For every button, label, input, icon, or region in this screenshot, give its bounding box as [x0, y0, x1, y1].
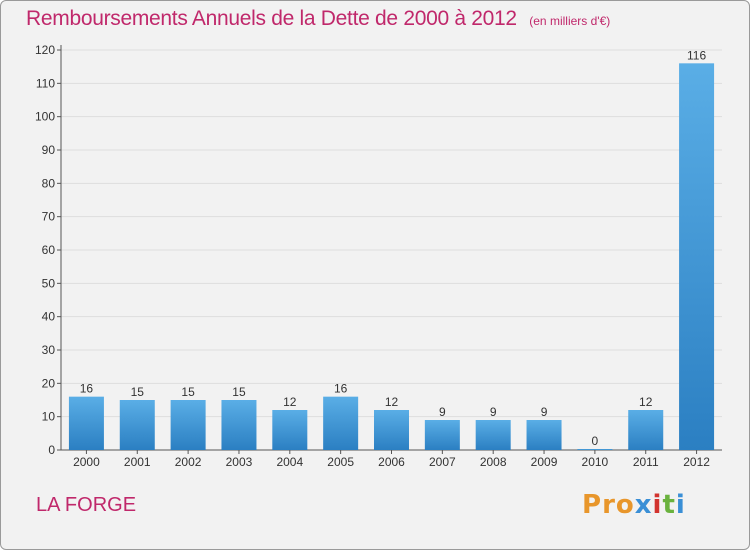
bar-2008 — [475, 420, 511, 450]
bar-2001 — [119, 400, 155, 450]
y-tick-label: 110 — [36, 76, 55, 90]
y-tick-label: 10 — [42, 410, 56, 424]
chart-title-row: Remboursements Annuels de la Dette de 20… — [26, 7, 610, 31]
y-tick-label: 80 — [42, 176, 56, 190]
value-label-2000: 16 — [80, 382, 94, 396]
bar-2000 — [68, 396, 104, 450]
value-label-2012: 116 — [687, 48, 706, 62]
y-tick-label: 30 — [42, 343, 56, 357]
value-label-2009: 9 — [541, 405, 548, 419]
value-label-2003: 15 — [232, 385, 246, 399]
x-tick-label-2000: 2000 — [73, 455, 100, 469]
x-tick-label-2010: 2010 — [582, 455, 609, 469]
value-label-2002: 15 — [181, 385, 195, 399]
chart-title: Remboursements Annuels de la Dette de 20… — [26, 7, 517, 30]
x-tick-label-2003: 2003 — [226, 455, 253, 469]
bar-2012 — [679, 63, 715, 450]
value-label-2007: 9 — [439, 405, 446, 419]
value-label-2004: 12 — [283, 395, 297, 409]
y-tick-label: 20 — [42, 376, 56, 390]
y-tick-label: 100 — [35, 110, 55, 124]
bar-2007 — [424, 420, 460, 450]
bar-2003 — [221, 400, 257, 450]
bar-2010 — [577, 449, 613, 450]
value-label-2011: 12 — [639, 395, 653, 409]
x-tick-label-2011: 2011 — [633, 455, 659, 469]
y-tick-label: 90 — [42, 143, 56, 157]
proxiti-logo: Proxiti — [582, 490, 686, 520]
y-tick-label: 50 — [42, 276, 56, 290]
bar-2002 — [170, 400, 206, 450]
value-label-2001: 15 — [131, 385, 145, 399]
value-label-2005: 16 — [334, 382, 348, 396]
y-tick-label: 120 — [35, 43, 55, 57]
bar-2009 — [526, 420, 562, 450]
y-tick-label: 60 — [42, 243, 56, 257]
bar-2011 — [628, 410, 664, 450]
chart-unit: (en milliers d'€) — [529, 14, 611, 28]
x-tick-label-2009: 2009 — [531, 455, 558, 469]
bar-2004 — [272, 410, 308, 450]
bar-2006 — [374, 410, 409, 450]
value-label-2008: 9 — [490, 405, 497, 419]
x-tick-label-2002: 2002 — [175, 455, 202, 469]
bar-2005 — [323, 396, 359, 450]
value-label-2010: 0 — [592, 434, 599, 448]
x-tick-label-2004: 2004 — [276, 455, 303, 469]
x-tick-label-2012: 2012 — [683, 455, 710, 469]
y-tick-label: 0 — [48, 443, 55, 457]
value-label-2006: 12 — [385, 395, 399, 409]
x-tick-label-2005: 2005 — [327, 455, 354, 469]
y-tick-label: 40 — [42, 310, 56, 324]
x-tick-label-2001: 2001 — [124, 455, 151, 469]
place-name: LA FORGE — [36, 494, 137, 516]
x-tick-label-2008: 2008 — [480, 455, 507, 469]
y-tick-label: 70 — [42, 210, 56, 224]
x-tick-label-2006: 2006 — [378, 455, 405, 469]
x-tick-label-2007: 2007 — [429, 455, 456, 469]
